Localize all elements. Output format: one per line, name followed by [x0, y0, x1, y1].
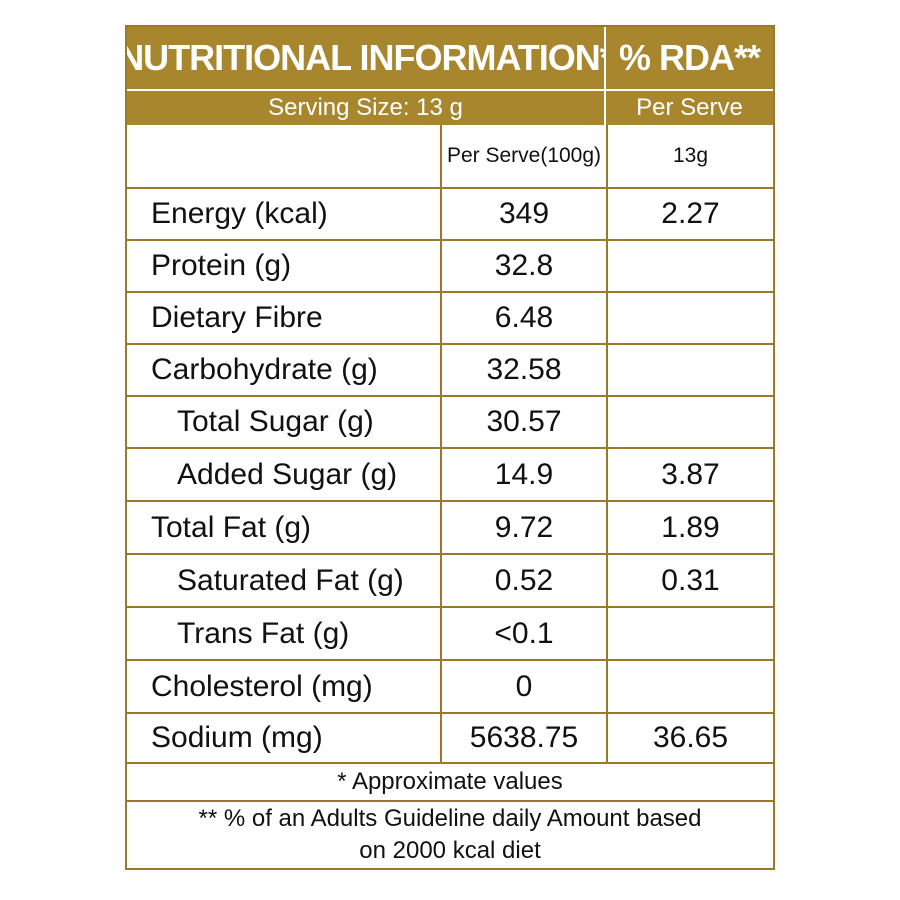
- column-header-row: Per Serve(100g) 13g: [127, 125, 773, 189]
- table-row: Total Fat (g) 9.72 1.89: [127, 502, 773, 555]
- rda-value: [606, 397, 773, 447]
- nutrient-name: Sodium (mg): [151, 721, 323, 754]
- column-header-per13g: 13g: [606, 125, 773, 187]
- nutrient-name: Carbohydrate (g): [151, 353, 378, 386]
- rda-value: [606, 661, 773, 712]
- nutrient-name: Total Fat (g): [151, 510, 312, 544]
- table-title-row: NUTRITIONAL INFORMATION* % RDA**: [127, 27, 773, 89]
- per100g-value: 30.57: [440, 397, 606, 447]
- serving-size: Serving Size: 13 g: [127, 91, 606, 125]
- table-row: Trans Fat (g) <0.1: [127, 608, 773, 661]
- rda-header: % RDA**: [618, 37, 761, 78]
- per100g-value: 32.58: [440, 345, 606, 395]
- per100g-value: 5638.75: [440, 714, 606, 762]
- nutrient-name: Added Sugar (g): [177, 457, 398, 491]
- per100g-value: 349: [440, 189, 606, 239]
- table-row: Saturated Fat (g) 0.52 0.31: [127, 555, 773, 608]
- nutrient-name: Total Sugar (g): [177, 405, 374, 438]
- nutrient-name: Protein (g): [151, 249, 292, 282]
- per100g-value: 14.9: [440, 449, 606, 500]
- rda-value: 1.89: [606, 502, 773, 553]
- nutrient-name: Energy (kcal): [151, 197, 328, 230]
- rda-value: [606, 608, 773, 659]
- table-row: Dietary Fibre 6.48: [127, 293, 773, 345]
- rda-value: [606, 241, 773, 291]
- per100g-value: 9.72: [440, 502, 606, 553]
- rda-value: 0.31: [606, 555, 773, 606]
- per100g-value: 0: [440, 661, 606, 712]
- nutrition-table: NUTRITIONAL INFORMATION* % RDA** Serving…: [125, 25, 775, 870]
- table-title: NUTRITIONAL INFORMATION*: [127, 27, 606, 89]
- rda-value: [606, 293, 773, 343]
- footnote-2-line-1: ** % of an Adults Guideline daily Amount…: [198, 805, 702, 832]
- serving-row: Serving Size: 13 g Per Serve: [127, 89, 773, 125]
- footnote-rda: ** % of an Adults Guideline daily Amount…: [127, 802, 773, 868]
- table-row: Energy (kcal) 349 2.27: [127, 189, 773, 241]
- table-row: Cholesterol (mg) 0: [127, 661, 773, 714]
- per100g-value: 32.8: [440, 241, 606, 291]
- footnote-2-line-2: on 2000 kcal diet: [359, 837, 541, 864]
- nutrient-name: Dietary Fibre: [151, 301, 323, 334]
- per-serve-label: Per Serve: [636, 94, 743, 121]
- table-row: Protein (g) 32.8: [127, 241, 773, 293]
- column-header-per100g: Per Serve(100g): [440, 125, 606, 187]
- nutrient-name: Cholesterol (mg): [151, 669, 373, 703]
- table-row: Sodium (mg) 5638.75 36.65: [127, 714, 773, 764]
- rda-value: 36.65: [606, 714, 773, 762]
- rda-value: 3.87: [606, 449, 773, 500]
- per100g-value: 6.48: [440, 293, 606, 343]
- table-row: Total Sugar (g) 30.57: [127, 397, 773, 449]
- per100g-value: <0.1: [440, 608, 606, 659]
- footnote-approximate: * Approximate values: [127, 764, 773, 802]
- column-header-nutrient: [127, 125, 440, 187]
- rda-value: [606, 345, 773, 395]
- nutrient-name: Saturated Fat (g): [177, 563, 404, 597]
- footnote-1-text: * Approximate values: [337, 768, 563, 795]
- rda-value: 2.27: [606, 189, 773, 239]
- table-row: Added Sugar (g) 14.9 3.87: [127, 449, 773, 502]
- per100g-value: 0.52: [440, 555, 606, 606]
- table-row: Carbohydrate (g) 32.58: [127, 345, 773, 397]
- nutrient-name: Trans Fat (g): [177, 616, 350, 650]
